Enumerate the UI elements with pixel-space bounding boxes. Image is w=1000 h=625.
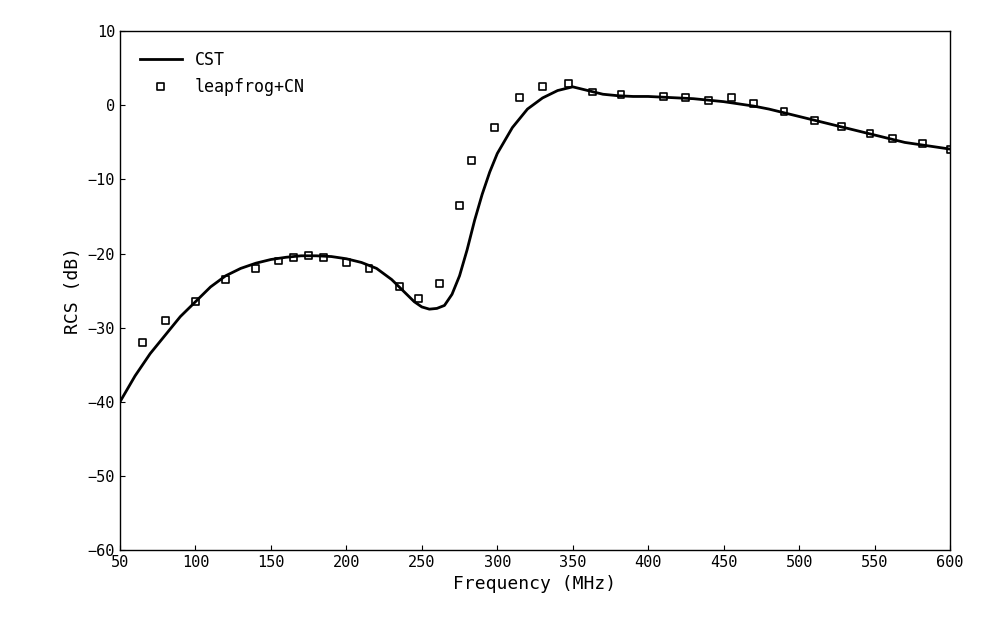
leapfrog+CN [338,258,354,268]
leapfrog+CN [806,115,822,125]
leapfrog+CN [432,278,448,288]
leapfrog+CN [885,134,901,144]
leapfrog+CN [157,315,173,325]
leapfrog+CN [286,253,302,262]
leapfrog+CN [452,201,468,211]
leapfrog+CN [723,93,739,103]
X-axis label: Frequency (MHz): Frequency (MHz) [453,576,617,593]
leapfrog+CN [862,129,878,139]
leapfrog+CN [746,99,762,109]
leapfrog+CN [584,87,600,97]
CST [295,252,307,259]
CST [484,168,496,176]
leapfrog+CN [391,282,407,292]
leapfrog+CN [248,263,264,273]
Y-axis label: RCS (dB): RCS (dB) [64,247,82,334]
leapfrog+CN [187,297,203,307]
leapfrog+CN [361,263,377,273]
leapfrog+CN [613,89,629,99]
leapfrog+CN [301,251,317,261]
CST [944,146,956,153]
CST [597,91,609,98]
leapfrog+CN [915,139,931,149]
leapfrog+CN [270,256,286,266]
leapfrog+CN [833,121,849,131]
leapfrog+CN [535,82,551,92]
leapfrog+CN [411,293,427,303]
CST [567,83,579,91]
leapfrog+CN [316,253,332,262]
leapfrog+CN [655,91,671,101]
leapfrog+CN [942,145,958,155]
leapfrog+CN [560,78,576,88]
CST [838,124,850,131]
leapfrog+CN [464,156,480,166]
CST [189,298,201,306]
Line: CST: CST [120,87,950,402]
leapfrog+CN [135,338,151,348]
leapfrog+CN [776,106,792,116]
leapfrog+CN [512,93,528,103]
leapfrog+CN [218,274,234,284]
CST [114,398,126,406]
CST [355,259,367,266]
Legend: CST, leapfrog+CN: CST, leapfrog+CN [133,44,312,102]
leapfrog+CN [486,122,502,132]
leapfrog+CN [678,93,694,103]
leapfrog+CN [701,95,717,105]
